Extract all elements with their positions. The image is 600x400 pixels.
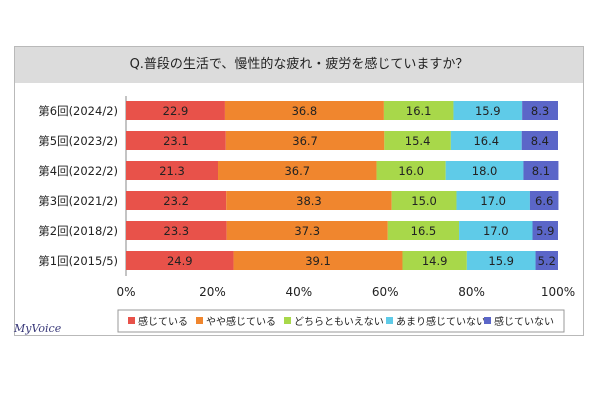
data-label: 17.0 [483,224,509,238]
bar-segment [126,161,219,180]
data-label: 17.0 [480,194,506,208]
data-label: 24.9 [167,254,193,268]
bar-segment [383,101,454,120]
data-label: 23.3 [164,224,190,238]
bar-segment [225,131,385,150]
data-label: 16.1 [406,104,432,118]
data-label: 37.3 [294,224,320,238]
data-label: 6.6 [535,194,553,208]
legend-label: 感じていない [494,315,554,328]
bar-segment [387,221,460,240]
data-label: 22.9 [163,104,189,118]
bar-segment [522,101,558,120]
legend-label: どちらともいえない [294,316,384,328]
legend-swatch [196,317,203,324]
bar-segment [453,101,523,120]
data-label: 23.1 [163,134,189,148]
bar-segment [456,191,530,210]
data-label: 36.7 [292,134,318,148]
data-label: 21.3 [159,164,185,178]
bar-segment [126,131,226,150]
bar-segment [126,221,227,240]
bar-segment [521,131,558,150]
legend-swatch [484,317,491,324]
category-label: 第6回(2024/2) [38,104,118,118]
data-label: 8.1 [532,164,550,178]
bar-segment [466,251,536,270]
category-label: 第2回(2018/2) [38,224,118,238]
x-tick-label: 100% [541,285,575,299]
x-tick-label: 40% [285,285,312,299]
bar-segment [126,101,225,120]
brand-logo: MyVoice [14,322,62,335]
data-label: 23.2 [163,194,189,208]
bar-segment [402,251,467,270]
legend-swatch [128,317,135,324]
bar-segment [376,161,446,180]
bar-segment [226,221,388,240]
data-label: 38.3 [296,194,322,208]
bar-segment [218,161,377,180]
bar-segment [535,251,558,270]
data-label: 39.1 [305,254,331,268]
bar-segment [226,191,392,210]
bar-segment [126,251,234,270]
bar-segment [224,101,384,120]
data-label: 15.0 [411,194,437,208]
category-label: 第3回(2021/2) [38,194,118,208]
data-label: 8.3 [531,104,549,118]
data-label: 5.9 [536,224,554,238]
data-label: 5.2 [538,254,556,268]
data-label: 16.0 [398,164,424,178]
bar-segment [126,191,227,210]
data-label: 16.5 [411,224,437,238]
x-tick-label: 20% [199,285,226,299]
category-label: 第1回(2015/5) [38,254,118,268]
data-label: 8.4 [531,134,549,148]
legend-label: あまり感じていない [396,315,486,328]
x-tick-label: 60% [372,285,399,299]
legend-swatch [386,317,393,324]
data-label: 36.8 [292,104,318,118]
data-label: 14.9 [422,254,448,268]
data-label: 16.4 [473,134,499,148]
data-label: 15.9 [475,104,501,118]
category-label: 第5回(2023/2) [38,134,118,148]
bar-segment [459,221,533,240]
data-label: 15.4 [405,134,431,148]
legend-label: やや感じている [206,315,276,328]
category-label: 第4回(2022/2) [38,164,118,178]
bar-segment [391,191,457,210]
legend-label: 感じている [138,315,188,328]
bar-segment [532,221,558,240]
bar-segment [450,131,522,150]
bar-segment [445,161,524,180]
x-tick-label: 80% [458,285,485,299]
chart-title: Q.普段の生活で、慢性的な疲れ・疲労を感じていますか？ [15,47,583,83]
data-label: 15.9 [488,254,514,268]
bar-segment [384,131,451,150]
data-label: 36.7 [284,164,310,178]
legend-box [117,309,565,333]
data-label: 18.0 [472,164,498,178]
x-tick-label: 0% [116,285,135,299]
bar-segment [233,251,403,270]
bar-segment [529,191,559,210]
bar-segment [523,161,559,180]
legend-swatch [284,317,291,324]
